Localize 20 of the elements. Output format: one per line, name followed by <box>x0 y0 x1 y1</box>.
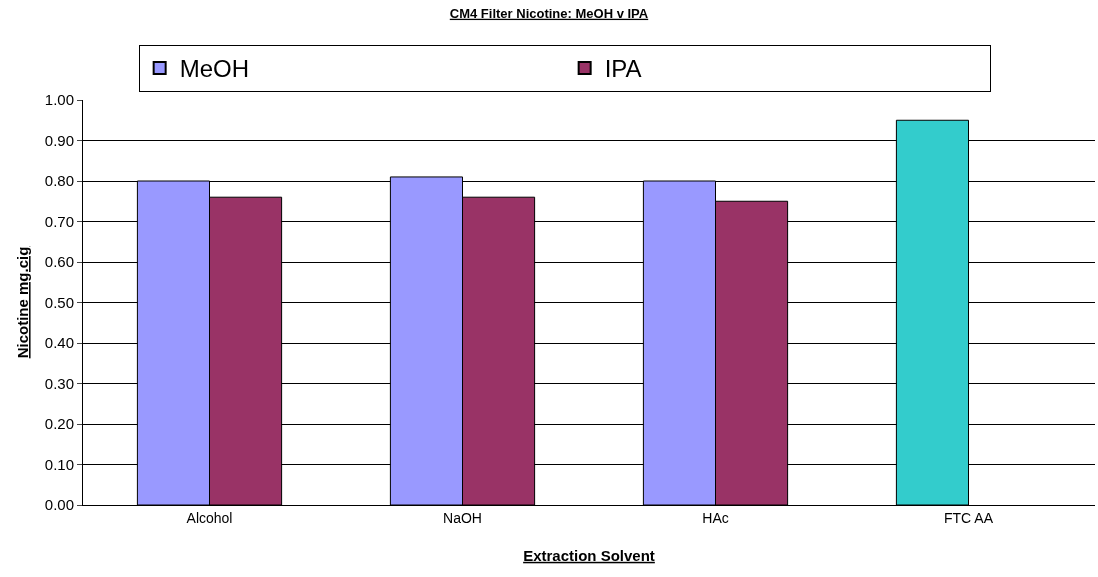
y-tick-label: 0.00 <box>44 496 74 514</box>
y-tick-label: 0.10 <box>44 455 74 473</box>
y-tick-label: 0.40 <box>44 334 74 352</box>
x-tick-label: NaOH <box>443 509 482 526</box>
x-axis-title: Extraction Solvent <box>523 546 655 564</box>
y-axis-title: Nicotine mg.cig <box>14 246 32 359</box>
legend-label: IPA <box>604 55 642 83</box>
x-tick-label: Alcohol <box>186 509 233 526</box>
x-tick-label: HAc <box>702 509 729 526</box>
y-tick-label: 0.90 <box>44 131 74 149</box>
y-tick-label: 0.70 <box>44 212 74 230</box>
y-tick-label: 0.60 <box>44 253 74 271</box>
legend-label: MeOH <box>179 55 249 83</box>
y-tick-label: 0.50 <box>44 293 74 311</box>
y-tick-label: 0.20 <box>44 415 74 433</box>
x-tick-label: FTC AA <box>943 509 994 526</box>
y-tick-label: 1.00 <box>44 91 74 109</box>
chart-title: CM4 Filter Nicotine: MeOH v IPA <box>449 5 649 21</box>
y-tick-label: 0.80 <box>44 172 74 190</box>
y-tick-label: 0.30 <box>44 374 74 392</box>
